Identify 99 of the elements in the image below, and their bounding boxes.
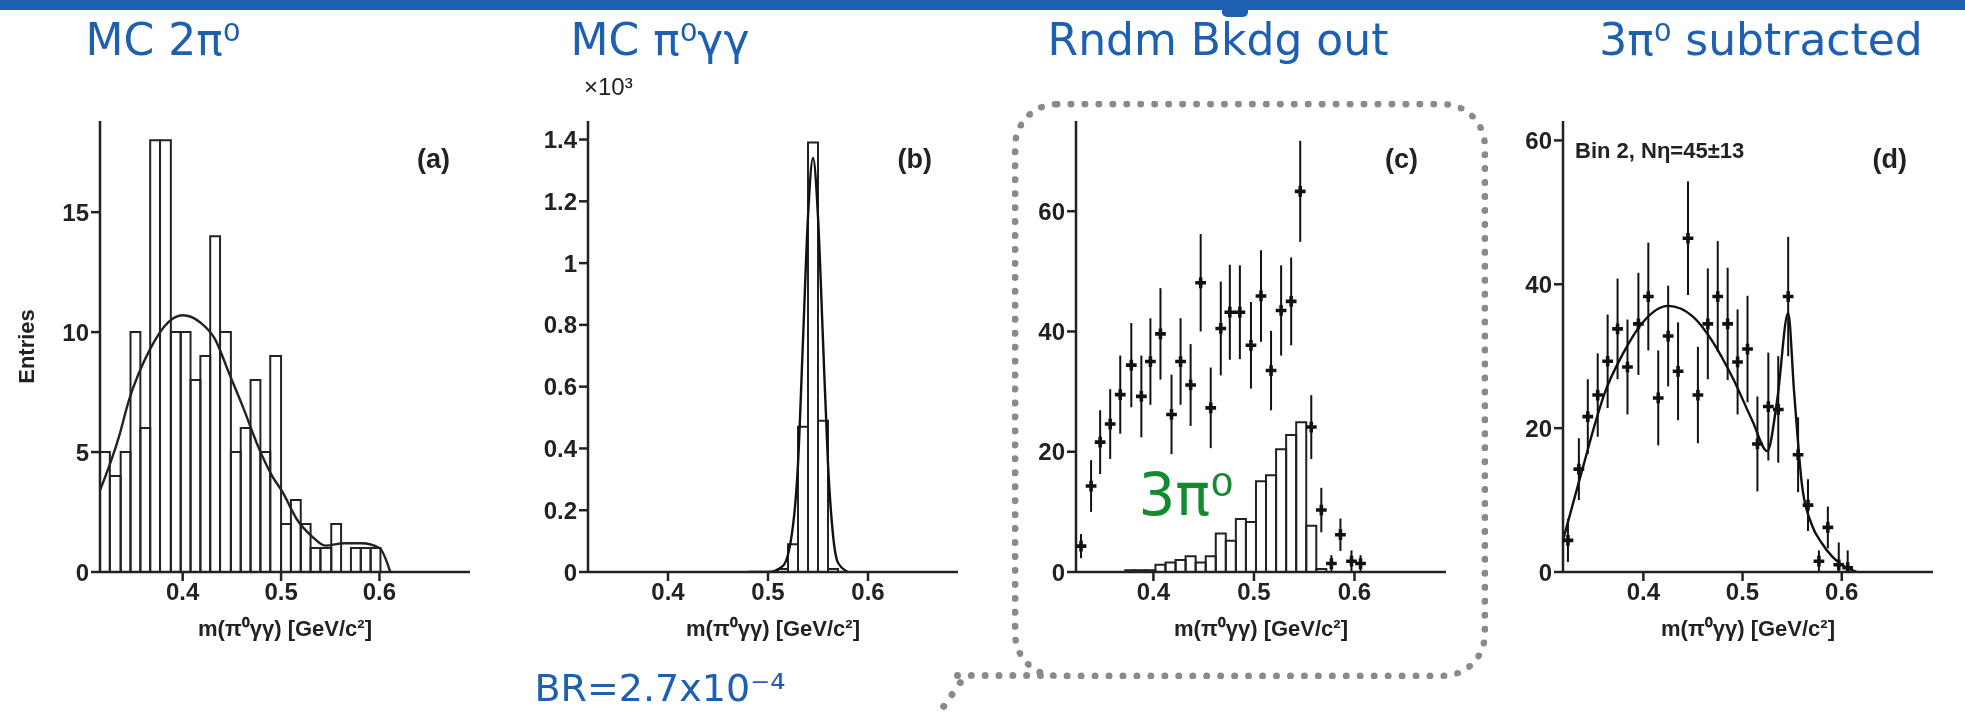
annotation: (d) bbox=[1872, 143, 1907, 174]
y-tick-label: 0 bbox=[75, 558, 89, 586]
point bbox=[1346, 555, 1357, 567]
y-tick-label: 15 bbox=[62, 198, 89, 226]
point bbox=[1682, 232, 1694, 244]
text: ×10³ bbox=[584, 73, 633, 100]
point bbox=[1652, 392, 1664, 404]
y-tick-label: 10 bbox=[62, 318, 89, 346]
x-tick-label: 0.6 bbox=[1337, 578, 1372, 606]
point bbox=[1294, 185, 1306, 197]
x-tick-label: 0.4 bbox=[651, 578, 686, 606]
x-tick-label: 0.6 bbox=[851, 578, 885, 606]
y-tick-label: 40 bbox=[1525, 270, 1552, 298]
annotation: (c) bbox=[1385, 143, 1418, 174]
x-tick-label: 0.5 bbox=[1237, 578, 1271, 606]
point bbox=[1602, 355, 1614, 367]
point bbox=[1702, 318, 1714, 330]
y-tick-label: 60 bbox=[1038, 197, 1065, 225]
point bbox=[1315, 504, 1327, 516]
point bbox=[1195, 277, 1207, 289]
x-tick-label: 0.6 bbox=[1825, 578, 1859, 606]
point bbox=[1305, 421, 1317, 433]
point bbox=[1234, 306, 1246, 318]
point bbox=[1842, 562, 1854, 572]
chart-title: Rndm Bkdg out bbox=[1047, 14, 1389, 65]
point bbox=[1802, 499, 1814, 511]
y-tick-label: 0 bbox=[1538, 558, 1552, 586]
point bbox=[1285, 296, 1297, 307]
y-tick-label: 0.4 bbox=[543, 434, 578, 462]
point bbox=[1782, 291, 1794, 302]
point bbox=[1245, 339, 1257, 351]
point bbox=[1592, 389, 1604, 401]
point bbox=[1622, 361, 1633, 373]
chart-title: 3π⁰ subtracted bbox=[1599, 14, 1923, 65]
y-tick-label: 0 bbox=[563, 558, 577, 586]
y-tick-label: 60 bbox=[1525, 126, 1552, 154]
x-axis-title: m(π⁰γγ) [GeV/c²] bbox=[1174, 616, 1348, 641]
annotation: (a) bbox=[417, 143, 450, 174]
point bbox=[1155, 328, 1166, 340]
point bbox=[1094, 436, 1106, 448]
y-tick-label: 0.6 bbox=[543, 373, 577, 401]
point bbox=[1692, 389, 1704, 401]
point bbox=[1792, 449, 1804, 461]
point bbox=[1563, 534, 1574, 546]
chart-title: MC π⁰γγ bbox=[570, 14, 750, 65]
x-axis-title: m(π⁰γγ) [GeV/c²] bbox=[198, 616, 372, 641]
point bbox=[1255, 290, 1267, 302]
point bbox=[1772, 404, 1784, 415]
x-tick-label: 0.5 bbox=[1725, 578, 1760, 606]
point bbox=[1335, 529, 1346, 541]
point bbox=[1205, 402, 1217, 414]
y-tick-label: 1.2 bbox=[543, 187, 577, 215]
annotation: 3π⁰ bbox=[1138, 461, 1234, 529]
y-tick-label: 0.2 bbox=[543, 496, 577, 524]
x-tick-label: 0.4 bbox=[1136, 578, 1171, 606]
point bbox=[1672, 365, 1684, 377]
x-tick-label: 0.4 bbox=[1626, 578, 1661, 606]
point bbox=[1822, 522, 1834, 533]
point bbox=[1813, 555, 1825, 567]
x-tick-label: 0.4 bbox=[165, 578, 200, 606]
x-tick-label: 0.5 bbox=[751, 578, 785, 606]
y-tick-label: 1.4 bbox=[543, 126, 578, 154]
point bbox=[1275, 305, 1287, 316]
y-axis-title: Entries bbox=[13, 309, 39, 384]
x-axis-title: m(π⁰γγ) [GeV/c²] bbox=[1661, 616, 1835, 641]
y-tick-label: 0.8 bbox=[543, 311, 577, 339]
text: BR=2.7x10⁻⁴ bbox=[534, 666, 786, 710]
point bbox=[1104, 418, 1116, 430]
point bbox=[1125, 359, 1137, 371]
point bbox=[1633, 318, 1644, 330]
point bbox=[1833, 559, 1845, 571]
point bbox=[1265, 365, 1277, 376]
point bbox=[1215, 323, 1227, 334]
chart-title: MC 2π⁰ bbox=[85, 14, 241, 65]
x-axis-title: m(π⁰γγ) [GeV/c²] bbox=[686, 616, 860, 641]
point bbox=[1085, 480, 1097, 492]
y-tick-label: 20 bbox=[1038, 438, 1065, 466]
x-tick-label: 0.5 bbox=[264, 578, 298, 606]
x-tick-label: 0.6 bbox=[362, 578, 397, 606]
y-tick-label: 5 bbox=[75, 438, 89, 466]
point bbox=[1076, 540, 1087, 552]
annotation: Bin 2, Nη=45±13 bbox=[1575, 138, 1745, 163]
point bbox=[1732, 356, 1743, 368]
annotation: (b) bbox=[897, 143, 932, 174]
point bbox=[1582, 411, 1594, 422]
point bbox=[1185, 379, 1196, 391]
y-tick-label: 20 bbox=[1525, 414, 1552, 442]
point bbox=[1752, 438, 1763, 450]
point bbox=[1662, 330, 1674, 342]
point bbox=[1712, 291, 1724, 302]
point bbox=[1722, 318, 1734, 330]
point bbox=[1612, 323, 1623, 335]
point bbox=[1114, 389, 1126, 400]
point bbox=[1224, 306, 1236, 318]
y-tick-label: 1 bbox=[563, 249, 577, 277]
y-tick-label: 0 bbox=[1051, 558, 1065, 586]
point bbox=[1742, 343, 1753, 355]
y-tick-label: 40 bbox=[1038, 317, 1065, 345]
point bbox=[1573, 463, 1585, 475]
